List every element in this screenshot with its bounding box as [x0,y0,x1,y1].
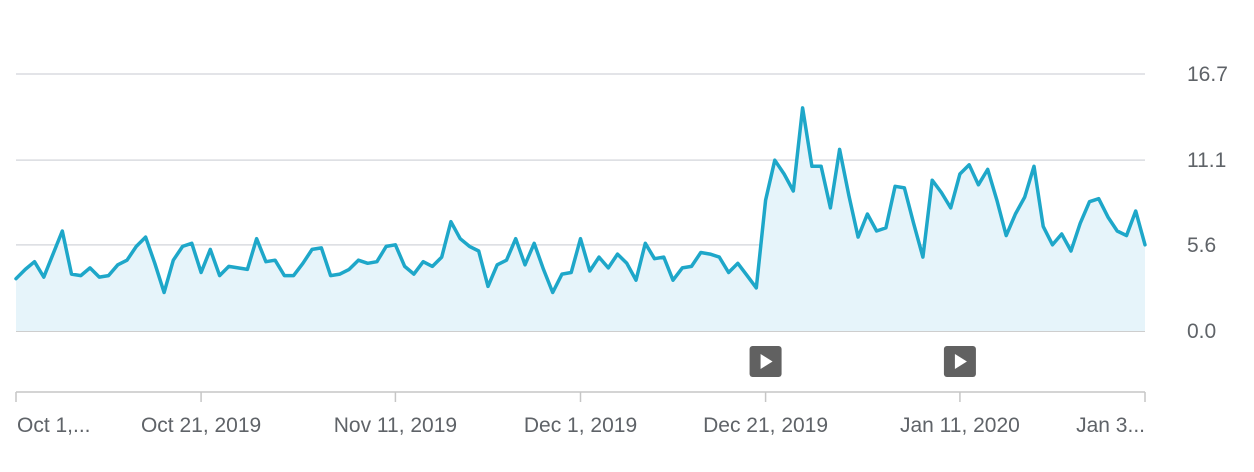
series-area [16,107,1145,332]
x-tick-label: Dec 21, 2019 [703,414,828,437]
x-tick-label: Jan 3... [1076,414,1145,437]
x-axis-labels: Oct 1,... Oct 21, 2019 Nov 11, 2019 Dec 1, … [17,414,1145,437]
play-triangle [760,354,773,369]
x-tick-label: Oct 21, 2019 [141,414,261,437]
y-tick-label: 5.6 [1187,234,1216,257]
y-tick-label: 16.7 [1187,63,1228,86]
plot-area [14,106,1147,332]
y-tick-label: 0.0 [1187,320,1216,343]
play-triangle [954,354,967,369]
event-markers [749,346,976,377]
x-tick-label: Nov 11, 2019 [334,414,457,437]
x-tick-label: Jan 11, 2020 [900,414,1020,437]
x-tick-label: Dec 1, 2019 [524,414,637,437]
x-axis [15,391,1146,402]
series-line[interactable] [14,106,1147,295]
x-tick-label: Oct 1,... [17,414,91,437]
y-axis-labels: 16.7 11.1 5.6 0.0 [1187,63,1228,343]
play-icon[interactable] [943,346,976,377]
y-tick-label: 11.1 [1187,149,1226,172]
play-icon[interactable] [749,346,782,377]
